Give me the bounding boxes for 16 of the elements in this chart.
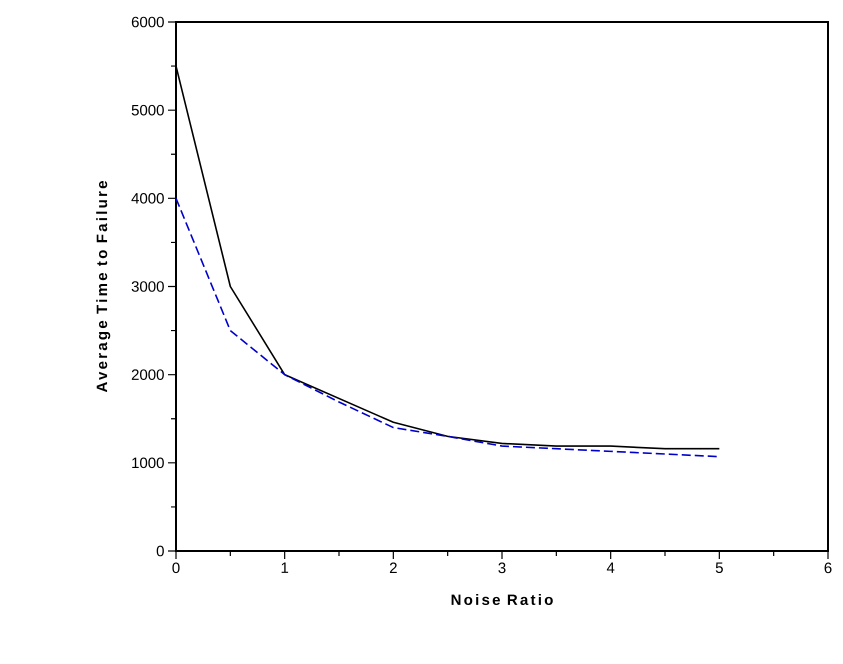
y-axis-title: Average Time to Failure [96,181,110,392]
x-tick-label: 2 [390,562,397,574]
x-tick-label: 6 [824,562,832,574]
y-tick-label: 0 [156,546,164,556]
x-tick-label: 5 [716,562,723,573]
x-tick-label: 1 [282,562,288,573]
x-tick-label: 0 [172,562,180,574]
x-axis-title: Noise Ratio [452,594,553,606]
y-tick-label: 6000 [132,16,164,28]
y-tick-label: 5000 [132,104,164,116]
y-tick-label: 3000 [132,281,164,292]
x-tick-label: 4 [606,562,614,573]
y-tick-label: 4000 [131,193,164,204]
y-tick-label: 2000 [132,369,164,380]
y-tick-label: 1000 [132,458,164,468]
x-tick-label: 3 [498,562,506,574]
